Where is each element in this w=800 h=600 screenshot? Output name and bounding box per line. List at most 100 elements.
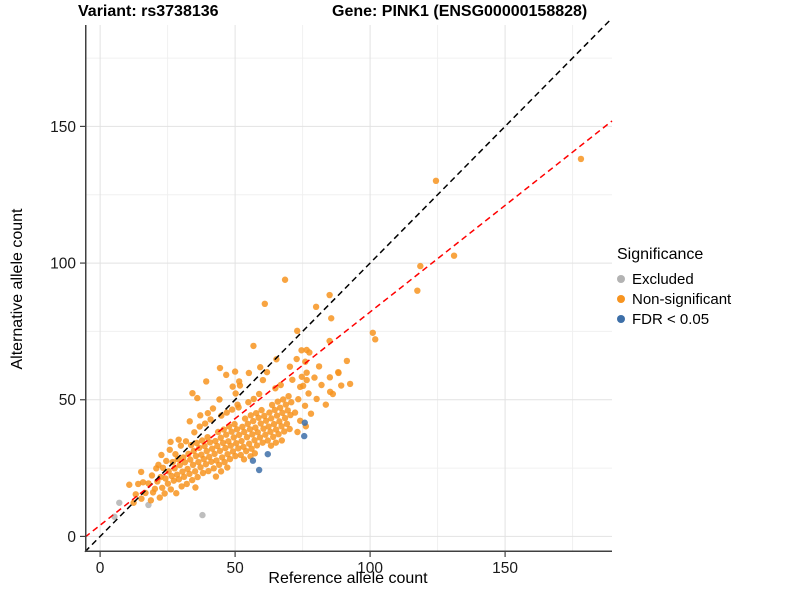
data-point-non-significant bbox=[156, 494, 163, 501]
data-point-non-significant bbox=[194, 394, 201, 402]
data-point-non-significant bbox=[217, 434, 224, 441]
data-point-non-significant bbox=[161, 490, 168, 497]
data-point-non-significant bbox=[170, 477, 178, 484]
data-point-non-significant bbox=[228, 406, 236, 413]
data-point-non-significant bbox=[343, 357, 351, 365]
data-point-non-significant bbox=[137, 468, 145, 476]
data-point-non-significant bbox=[291, 409, 299, 416]
data-point-non-significant bbox=[176, 461, 183, 469]
data-point-non-significant bbox=[227, 442, 234, 449]
data-point-non-significant bbox=[254, 429, 261, 436]
data-point-non-significant bbox=[293, 355, 300, 363]
data-point-non-significant bbox=[284, 407, 291, 414]
data-point-non-significant bbox=[261, 300, 269, 308]
data-point-non-significant bbox=[278, 423, 285, 430]
data-point-non-significant bbox=[255, 390, 263, 398]
data-point-non-significant bbox=[414, 287, 421, 294]
data-point-non-significant bbox=[268, 415, 275, 422]
data-point-non-significant bbox=[249, 417, 257, 425]
data-point-non-significant bbox=[132, 491, 139, 498]
data-point-non-significant bbox=[235, 404, 242, 411]
data-point-non-significant bbox=[268, 401, 276, 409]
data-point-excluded bbox=[116, 499, 123, 506]
data-point-non-significant bbox=[155, 461, 162, 469]
data-point-non-significant bbox=[231, 368, 239, 375]
data-point-non-significant bbox=[295, 396, 302, 403]
data-point-non-significant bbox=[577, 155, 585, 163]
data-point-non-significant bbox=[189, 389, 196, 397]
data-point-non-significant bbox=[301, 402, 309, 409]
data-point-non-significant bbox=[289, 376, 296, 383]
data-point-non-significant bbox=[275, 430, 282, 438]
data-point-non-significant bbox=[259, 376, 267, 384]
data-point-non-significant bbox=[219, 439, 227, 447]
data-point-non-significant bbox=[224, 450, 231, 458]
data-point-non-significant bbox=[177, 442, 185, 449]
data-point-non-significant bbox=[326, 374, 334, 381]
data-point-non-significant bbox=[226, 455, 234, 463]
data-point-non-significant bbox=[322, 401, 330, 408]
legend-dot-icon bbox=[617, 295, 625, 303]
data-point-non-significant bbox=[282, 401, 290, 408]
data-point-non-significant bbox=[134, 480, 142, 488]
legend-item-label: Non-significant bbox=[632, 290, 732, 308]
data-point-non-significant bbox=[450, 252, 458, 259]
data-point-non-significant bbox=[262, 417, 270, 424]
data-point-non-significant bbox=[244, 420, 251, 428]
data-point-non-significant bbox=[307, 410, 315, 417]
data-point-non-significant bbox=[296, 383, 304, 391]
data-point-non-significant bbox=[192, 484, 199, 491]
data-point-non-significant bbox=[195, 458, 202, 466]
data-point-non-significant bbox=[214, 442, 221, 450]
data-point-non-significant bbox=[180, 473, 188, 481]
data-point-non-significant bbox=[255, 414, 262, 421]
data-point-non-significant bbox=[269, 433, 277, 441]
data-point-non-significant bbox=[218, 412, 225, 419]
data-point-non-significant bbox=[228, 428, 235, 435]
legend-item-label: FDR < 0.05 bbox=[632, 310, 710, 328]
data-point-non-significant bbox=[249, 431, 256, 438]
data-point-non-significant bbox=[166, 446, 173, 453]
plot-panel: 0 50 100 150 0 50 100 150 bbox=[50, 17, 613, 577]
data-point-non-significant bbox=[272, 439, 280, 446]
data-point-non-significant bbox=[240, 456, 248, 463]
data-point-non-significant bbox=[203, 447, 210, 455]
data-point-non-significant bbox=[167, 486, 175, 493]
data-point-non-significant bbox=[266, 409, 273, 416]
data-point-non-significant bbox=[243, 433, 251, 441]
data-point-non-significant bbox=[306, 349, 313, 356]
data-point-non-significant bbox=[151, 485, 159, 493]
data-point-non-significant bbox=[281, 276, 289, 283]
data-point-non-significant bbox=[158, 451, 165, 459]
x-tick-label: 150 bbox=[492, 560, 518, 577]
data-point-non-significant bbox=[233, 426, 241, 433]
data-point-non-significant bbox=[257, 420, 264, 427]
legend-item-fdr-0-05: FDR < 0.05 bbox=[617, 309, 731, 329]
data-point-non-significant bbox=[230, 434, 237, 441]
data-point-non-significant bbox=[187, 456, 194, 463]
data-point-non-significant bbox=[288, 399, 295, 406]
data-point-non-significant bbox=[251, 450, 259, 457]
data-point-non-significant bbox=[311, 374, 318, 381]
data-point-non-significant bbox=[197, 464, 204, 471]
y-tick-label: 0 bbox=[67, 529, 76, 546]
data-point-non-significant bbox=[197, 412, 204, 419]
data-point-non-significant bbox=[178, 483, 185, 490]
legend-items: Excluded Non-significant FDR < 0.05 bbox=[617, 269, 731, 329]
data-point-non-significant bbox=[223, 409, 230, 416]
data-point-non-significant bbox=[253, 442, 261, 449]
data-point-non-significant bbox=[222, 371, 230, 379]
data-point-non-significant bbox=[235, 445, 242, 452]
data-point-non-significant bbox=[162, 475, 169, 482]
data-point-non-significant bbox=[277, 381, 284, 389]
data-point-non-significant bbox=[205, 453, 213, 461]
legend-title: Significance bbox=[617, 246, 704, 263]
legend-item-label: Excluded bbox=[632, 270, 694, 288]
data-point-non-significant bbox=[221, 458, 228, 466]
data-point-non-significant bbox=[279, 409, 286, 417]
x-axis-title: Reference allele count bbox=[268, 570, 428, 587]
data-point-non-significant bbox=[206, 439, 214, 446]
data-point-non-significant bbox=[205, 467, 212, 475]
data-point-non-significant bbox=[173, 490, 180, 497]
